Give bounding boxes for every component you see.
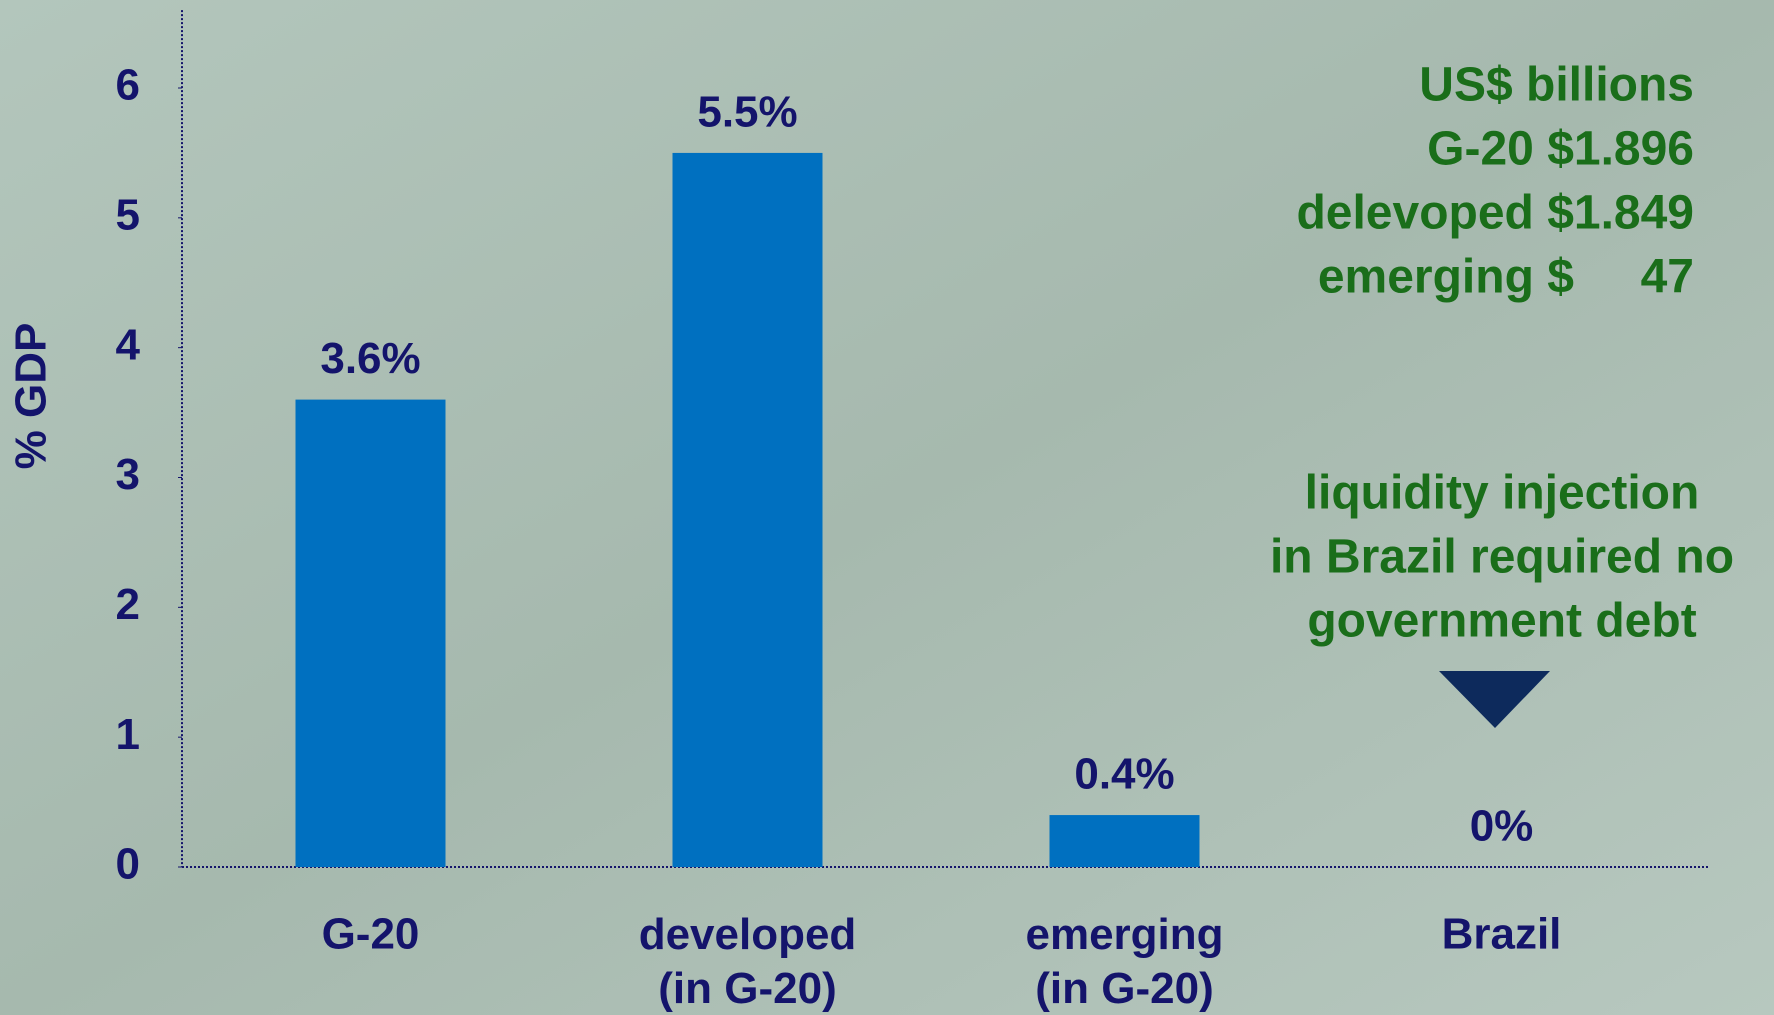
x-tick-label: G-20 [322,910,420,959]
chart: 0123456% GDP3.6%G-205.5%developed(in G-2… [0,0,1774,1015]
x-tick-label: Brazil [1442,910,1562,959]
y-tick-label: 3 [116,450,140,499]
bar [1050,815,1200,867]
annotation-line: delevoped $1.849 [1296,187,1694,240]
annotation-line: emerging $ 47 [1318,251,1694,304]
y-axis-label: % GDP [7,323,56,470]
annotation-line: liquidity injection [1305,467,1700,520]
y-tick-label: 1 [116,710,140,759]
bar [296,400,446,867]
y-tick-label: 4 [116,320,141,369]
annotation-line: in Brazil required no [1270,531,1734,584]
annotation-line: government debt [1307,595,1696,648]
bar [673,153,823,867]
value-label: 5.5% [697,88,797,137]
annotation-line: US$ billions [1419,59,1694,112]
y-tick-label: 2 [116,580,140,629]
value-label: 3.6% [320,334,420,383]
y-tick-label: 6 [116,61,140,110]
annotation-line: G-20 $1.896 [1427,123,1694,176]
value-label: 0% [1470,802,1534,851]
y-tick-label: 5 [116,190,140,239]
y-tick-label: 0 [116,840,140,889]
value-label: 0.4% [1074,750,1174,799]
